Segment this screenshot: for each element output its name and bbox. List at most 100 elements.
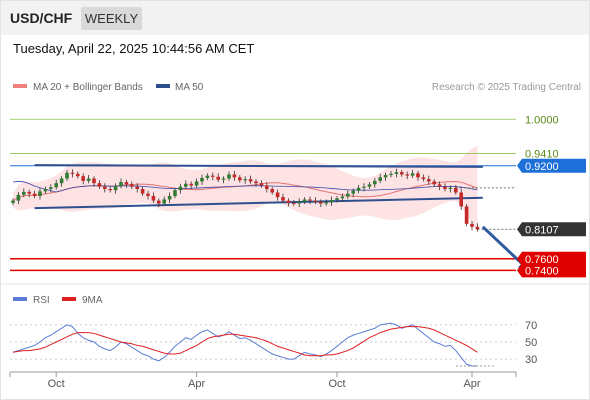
candle-body <box>259 183 264 186</box>
legend-ma50-swatch <box>156 84 170 88</box>
candle-body <box>135 186 139 189</box>
candle-body <box>324 202 328 204</box>
candle-body <box>265 185 269 189</box>
legend-9ma-swatch <box>62 297 76 301</box>
watermark: Research © 2025 Trading Central <box>432 82 581 93</box>
candle-body <box>232 174 237 178</box>
candle-body <box>200 177 204 182</box>
rsi-tick-label: 50 <box>525 337 537 349</box>
candle-body <box>243 179 247 181</box>
candle-body <box>221 178 226 180</box>
candle-body <box>427 179 431 182</box>
candle-body <box>448 187 453 189</box>
candle-body <box>394 172 399 174</box>
x-tick-label: Apr <box>463 378 480 390</box>
trendline-lower <box>34 196 483 210</box>
level-label-5: 0.7400 <box>525 265 559 277</box>
rsi-tick-label: 30 <box>525 354 537 366</box>
candle-body <box>216 176 220 180</box>
legend-rsi-label: RSI <box>33 295 50 306</box>
candle-body <box>108 189 112 191</box>
candle-body <box>443 186 447 189</box>
level-label-0: 1.0000 <box>525 114 559 126</box>
candle-body <box>248 179 253 182</box>
rsi-ma9-line <box>12 326 478 357</box>
x-tick-label: Apr <box>188 378 205 390</box>
candle-body <box>335 198 339 201</box>
candle-body <box>86 178 91 181</box>
level-box-5 <box>517 263 586 278</box>
level-label-4: 0.7600 <box>525 254 559 266</box>
candle-body <box>356 187 361 191</box>
candle-body <box>432 181 436 185</box>
candle-body <box>459 192 463 207</box>
candle-body <box>400 172 404 175</box>
candle-body <box>351 190 355 194</box>
candle-body <box>146 193 150 196</box>
level-box-4 <box>517 251 586 266</box>
candle-body <box>437 184 442 187</box>
candle-body <box>308 199 312 201</box>
level-box-2 <box>517 158 586 173</box>
candle-body <box>178 186 183 191</box>
candle-body <box>270 189 274 193</box>
candle-body <box>470 223 474 227</box>
candle-body <box>157 200 161 204</box>
candle-body <box>103 186 107 189</box>
trendline-upper <box>34 164 483 168</box>
candle-body <box>292 202 296 204</box>
candle-body <box>319 201 323 204</box>
chart-datetime: Tuesday, April 22, 2025 10:44:56 AM CET <box>13 41 255 56</box>
legend-ma50-label: MA 50 <box>175 82 204 93</box>
candle-body <box>227 174 231 179</box>
candle-body <box>189 183 193 186</box>
candle-body <box>162 199 166 204</box>
candle-body <box>70 172 75 174</box>
candle-body <box>194 181 199 186</box>
candle-body <box>16 194 21 201</box>
candle-body <box>329 200 334 203</box>
candle-body <box>11 200 15 203</box>
candle-body <box>297 201 301 204</box>
level-label-3: 0.8107 <box>525 224 559 236</box>
candle-body <box>373 180 377 185</box>
candle-body <box>205 175 210 178</box>
rsi-line <box>12 322 478 367</box>
candle-body <box>38 191 42 196</box>
legend-9ma-label: 9MA <box>82 295 103 306</box>
x-tick-label: Oct <box>48 378 65 390</box>
candle-body <box>281 197 285 201</box>
candle-body <box>416 173 420 178</box>
candle-body <box>65 172 69 179</box>
timeframe-button[interactable]: WEEKLY <box>81 7 142 30</box>
candle-body <box>76 173 80 177</box>
candle-body <box>81 176 85 181</box>
candle-body <box>167 195 172 200</box>
price-legend: MA 20 + Bollinger Bands MA 50 Research ©… <box>13 82 581 93</box>
level-box-3 <box>517 222 586 237</box>
candle-body <box>49 187 53 189</box>
candle-body <box>59 178 64 184</box>
candle-body <box>140 189 145 194</box>
candle-body <box>54 183 58 188</box>
candle-body <box>32 193 37 196</box>
candle-body <box>211 175 215 177</box>
candle-body <box>464 206 469 224</box>
candle-body <box>254 181 258 184</box>
candle-body <box>389 173 393 176</box>
candle-body <box>22 191 26 195</box>
candle-body <box>475 226 480 230</box>
level-label-1: 0.9410 <box>525 149 559 161</box>
candle-body <box>92 178 96 184</box>
candle-body <box>362 186 366 188</box>
x-tick-label: Oct <box>328 378 345 390</box>
candle-body <box>27 191 31 194</box>
candle-body <box>275 192 280 198</box>
bollinger-band <box>13 145 478 232</box>
candle-body <box>378 177 382 181</box>
candle-body <box>367 184 372 187</box>
candle-body <box>410 173 415 176</box>
candle-body <box>151 195 156 201</box>
candle-body <box>43 189 48 192</box>
candle-body <box>97 183 102 187</box>
